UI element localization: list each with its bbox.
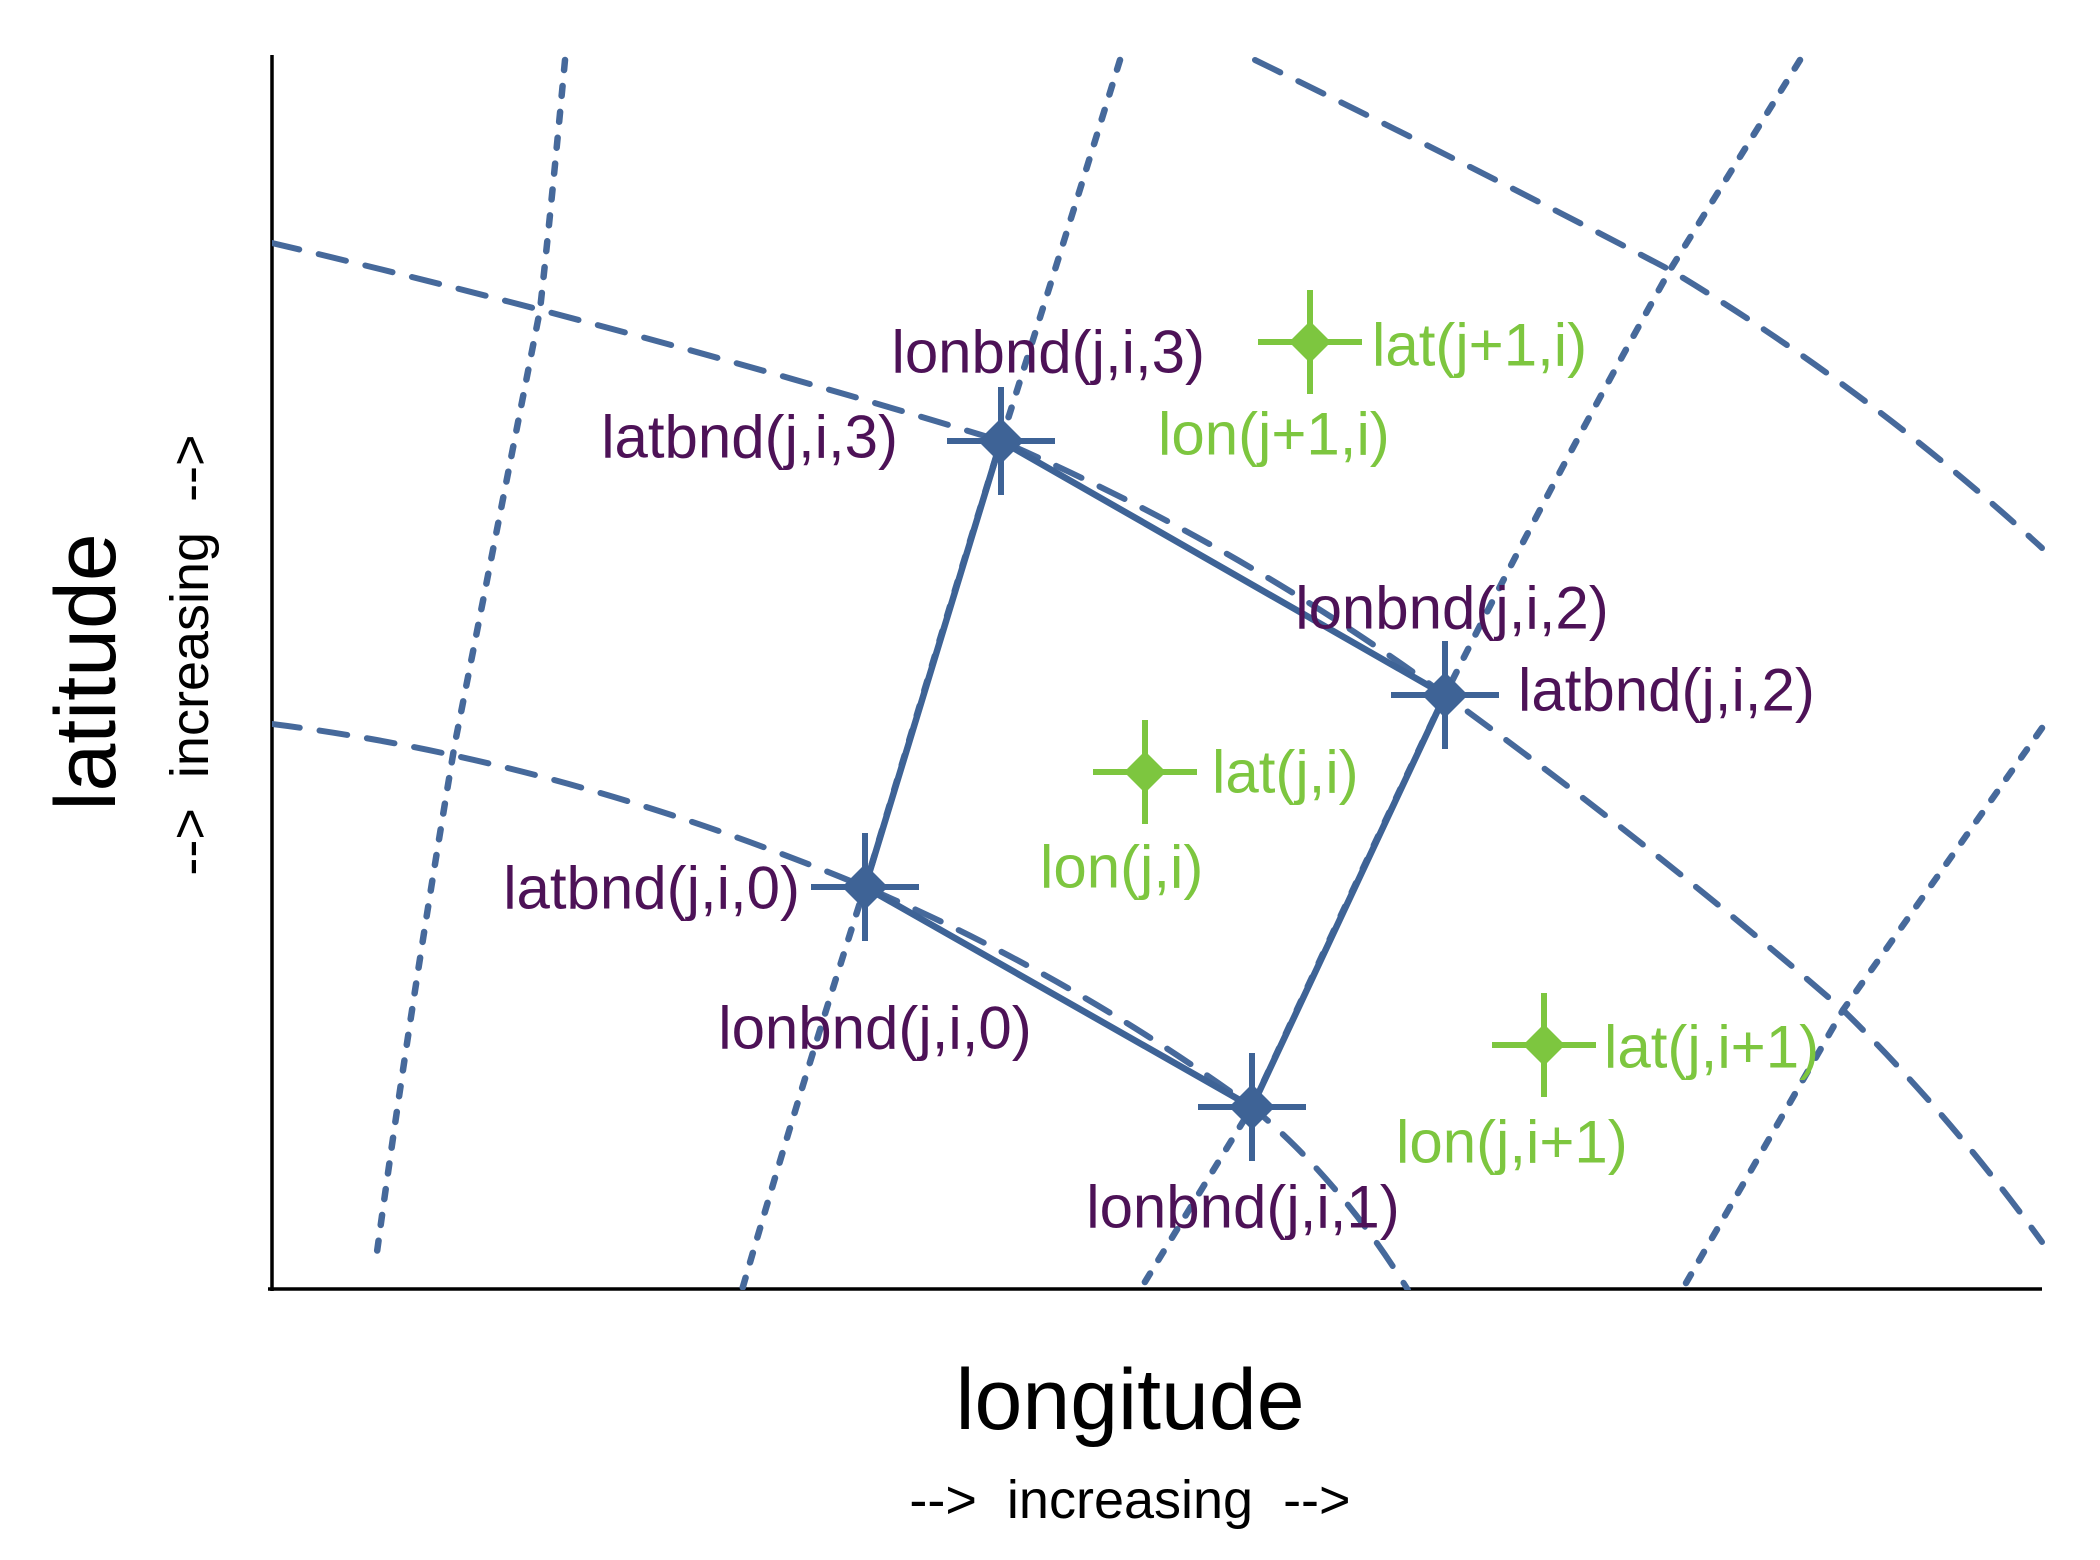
label-latbnd3: latbnd(j,i,3) — [601, 404, 898, 471]
bound-labels: lonbnd(j,i,3) latbnd(j,i,3) lonbnd(j,i,2… — [503, 319, 1815, 1241]
label-lat-j-ip1: lat(j,i+1) — [1604, 1014, 1819, 1081]
center-marker-diamond-icon — [1124, 751, 1166, 793]
corner-marker-diamond-icon — [1229, 1084, 1275, 1130]
grid-column-through-bnd3-bnd0 — [738, 56, 1124, 1290]
x-axis-direction-label: --> increasing --> — [909, 1470, 1350, 1530]
grid-row-upper — [1252, 57, 2045, 551]
x-axis-title: longitude — [955, 1352, 1304, 1448]
label-lon-jp1-i: lon(j+1,i) — [1158, 401, 1390, 468]
corner-marker-bnd0 — [811, 833, 919, 941]
y-axis-direction-label: --> increasing --> — [160, 434, 220, 875]
label-lat-j-i: lat(j,i) — [1212, 739, 1359, 806]
label-lon-j-i: lon(j,i) — [1040, 834, 1203, 901]
grid-column-left — [373, 56, 569, 1256]
label-lonbnd0: lonbnd(j,i,0) — [718, 995, 1032, 1062]
center-labels: lat(j+1,i) lon(j+1,i) lat(j,i) lon(j,i) … — [1040, 312, 1819, 1176]
label-lonbnd1: lonbnd(j,i,1) — [1086, 1174, 1400, 1241]
center-marker-north — [1258, 290, 1362, 394]
label-latbnd0: latbnd(j,i,0) — [503, 855, 800, 922]
corner-marker-bnd3 — [947, 387, 1055, 495]
axes — [268, 55, 2042, 1291]
y-axis-title: latitude — [38, 533, 134, 810]
grid-column-right — [1678, 724, 2046, 1290]
corner-marker-bnd2 — [1391, 641, 1499, 749]
center-marker-diamond-icon — [1523, 1024, 1565, 1066]
grid-row-through-bnd3-bnd2 — [272, 240, 2045, 1245]
label-lon-j-ip1: lon(j,i+1) — [1396, 1109, 1628, 1176]
center-marker-diamond-icon — [1289, 321, 1331, 363]
label-lonbnd2: lonbnd(j,i,2) — [1295, 575, 1609, 642]
corner-marker-diamond-icon — [842, 864, 888, 910]
label-lat-jp1-i: lat(j+1,i) — [1372, 312, 1587, 379]
corner-marker-diamond-icon — [978, 418, 1024, 464]
grid-row-through-bnd0-bnd1 — [272, 721, 1411, 1290]
label-lonbnd3: lonbnd(j,i,3) — [891, 319, 1205, 386]
label-latbnd2: latbnd(j,i,2) — [1518, 657, 1815, 724]
corner-marker-diamond-icon — [1422, 672, 1468, 718]
axis-titles: latitude --> increasing --> longitude --… — [38, 434, 1351, 1530]
center-marker-east — [1492, 993, 1596, 1097]
center-marker-cell — [1093, 720, 1197, 824]
corner-marker-bnd1 — [1198, 1053, 1306, 1161]
